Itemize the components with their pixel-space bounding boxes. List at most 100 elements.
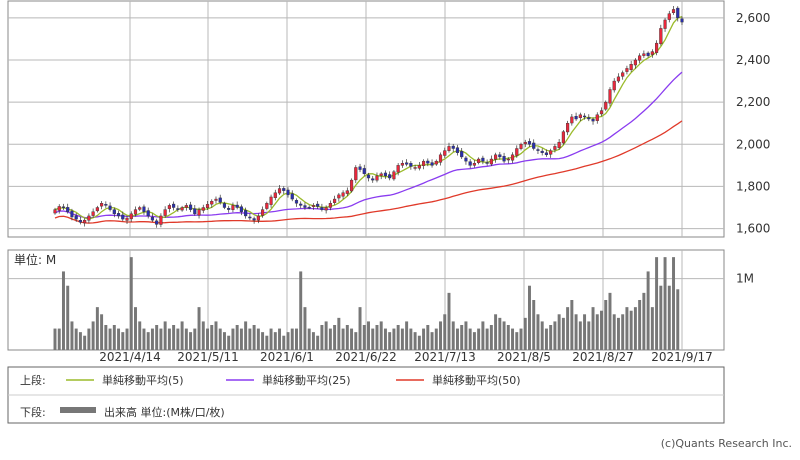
volume-bar: [587, 321, 591, 350]
volume-bar: [612, 314, 616, 350]
candle-body: [438, 154, 443, 163]
volume-bar: [362, 325, 366, 350]
volume-bar: [591, 307, 595, 350]
volume-bar: [574, 314, 578, 350]
candle-body: [150, 216, 155, 221]
volume-bar: [197, 307, 201, 350]
volume-bar: [218, 328, 222, 350]
candle-body: [214, 198, 218, 201]
candle-body: [629, 64, 633, 70]
volume-bar: [439, 321, 443, 350]
volume-bar: [434, 328, 438, 350]
volume-bar: [210, 325, 214, 350]
volume-bar: [566, 307, 570, 350]
volume-bar: [481, 321, 485, 350]
candle-body: [498, 154, 502, 158]
candle-body: [333, 198, 337, 203]
date-tick-label: 2021/7/13: [414, 350, 476, 364]
candle-body: [591, 118, 595, 122]
volume-bar: [549, 325, 553, 350]
volume-tick-label: 1M: [736, 272, 754, 286]
volume-bar: [303, 307, 307, 350]
volume-bar: [316, 335, 320, 350]
candle-body: [362, 168, 366, 174]
volume-bar: [333, 325, 337, 350]
price-tick-label: 2,400: [736, 53, 770, 67]
candle-body: [409, 163, 413, 167]
candle-body: [83, 219, 87, 224]
candle-body: [366, 174, 371, 179]
volume-bar: [629, 310, 633, 350]
candle-body: [74, 215, 78, 220]
candle-body: [587, 117, 591, 120]
candles: [53, 6, 684, 228]
candle-body: [561, 131, 565, 144]
candle-body: [167, 205, 171, 209]
volume-bar: [515, 332, 519, 350]
candle-body: [100, 203, 104, 207]
candle-body: [515, 148, 519, 156]
volume-bar: [544, 328, 548, 350]
candle-body: [345, 190, 349, 194]
candle-body: [659, 28, 663, 45]
candle-body: [612, 80, 616, 91]
candle-body: [197, 209, 201, 216]
volume-bar: [222, 332, 226, 350]
volume-bar: [167, 328, 171, 350]
candle-body: [239, 206, 243, 212]
candle-body: [311, 205, 316, 207]
volume-bar: [494, 314, 498, 350]
volume-bar: [286, 332, 290, 350]
volume-bar: [150, 328, 154, 350]
candle-body: [566, 123, 570, 133]
volume-bar: [405, 321, 409, 350]
volume-bar: [117, 328, 121, 350]
volume-bar: [70, 321, 74, 350]
candle-body: [252, 218, 256, 221]
volume-bar: [409, 328, 413, 350]
volume-bar: [146, 332, 150, 350]
volume-bar: [252, 325, 256, 350]
candle-body: [133, 209, 138, 215]
candle-body: [95, 207, 99, 212]
candle-body: [172, 203, 176, 208]
volume-bar: [523, 317, 527, 350]
candle-body: [625, 68, 629, 72]
candle-body: [544, 152, 549, 156]
volume-bar: [53, 328, 57, 350]
candle-body: [434, 160, 438, 165]
candle-body: [176, 208, 180, 210]
volume-bar: [676, 289, 680, 350]
candle-body: [61, 206, 66, 208]
volume-bar: [642, 292, 646, 350]
candle-body: [146, 210, 150, 217]
candle-body: [371, 178, 375, 181]
volume-bar: [269, 328, 273, 350]
candle-body: [527, 141, 532, 145]
volume-bar: [108, 328, 112, 350]
volume-bar: [489, 325, 493, 350]
volume-bar: [239, 328, 243, 350]
volume-bar: [396, 325, 400, 350]
candle-body: [163, 209, 167, 216]
volume-bar: [604, 300, 608, 350]
candle-body: [375, 175, 379, 181]
volume-bar: [163, 321, 167, 350]
volume-bar: [134, 307, 137, 350]
date-tick-label: 2021/6/22: [335, 350, 397, 364]
candle-body: [494, 154, 498, 160]
volume-bar: [74, 328, 78, 350]
date-tick-label: 2021/6/1: [260, 350, 314, 364]
volume-bar: [498, 317, 502, 350]
candle-body: [578, 114, 582, 119]
candle-body: [303, 205, 307, 208]
volume-bar: [350, 328, 354, 350]
candle-body: [570, 116, 574, 124]
candle-body: [549, 150, 553, 155]
candle-body: [421, 160, 426, 166]
volume-bar: [345, 325, 349, 350]
volume-bar: [621, 314, 625, 350]
volume-bar: [278, 328, 282, 350]
volume-bar: [608, 292, 612, 350]
volume-bar: [176, 328, 180, 350]
